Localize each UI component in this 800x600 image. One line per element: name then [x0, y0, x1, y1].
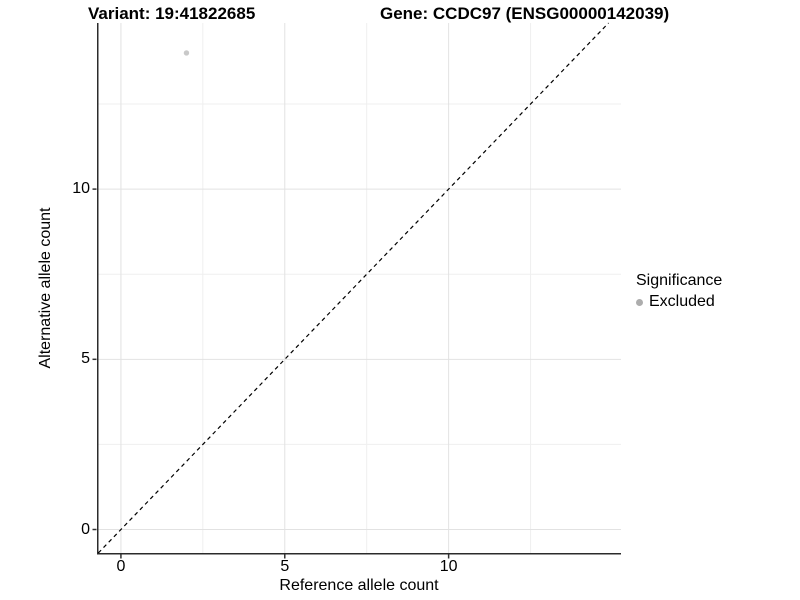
y-tick-label: 10	[72, 180, 90, 198]
grid-minor	[97, 23, 621, 553]
legend-item-excluded: Excluded	[636, 292, 722, 312]
legend-point-icon	[636, 298, 643, 306]
x-axis-ticks	[120, 554, 450, 559]
grid-major	[97, 23, 621, 553]
legend-item-label: Excluded	[649, 293, 715, 310]
data-point	[183, 50, 190, 56]
x-axis-title: Reference allele count	[279, 577, 439, 594]
y-tick-label: 5	[81, 350, 90, 368]
x-tick-label: 0	[116, 558, 126, 575]
legend-title: Significance	[636, 272, 723, 289]
y-axis-ticks	[92, 188, 97, 531]
x-tick-label: 5	[280, 558, 290, 575]
plot-title-gene: Gene: CCDC97 (ENSG00000142039)	[380, 4, 670, 23]
y-axis-title: Alternative allele count	[37, 207, 54, 369]
y-tick-label: 0	[81, 520, 90, 538]
legend: Significance Excluded	[636, 271, 722, 312]
plot-title-variant: Variant: 19:41822685	[88, 4, 256, 23]
x-tick-label: 10	[439, 558, 458, 575]
identity-reference-line	[97, 22, 609, 554]
